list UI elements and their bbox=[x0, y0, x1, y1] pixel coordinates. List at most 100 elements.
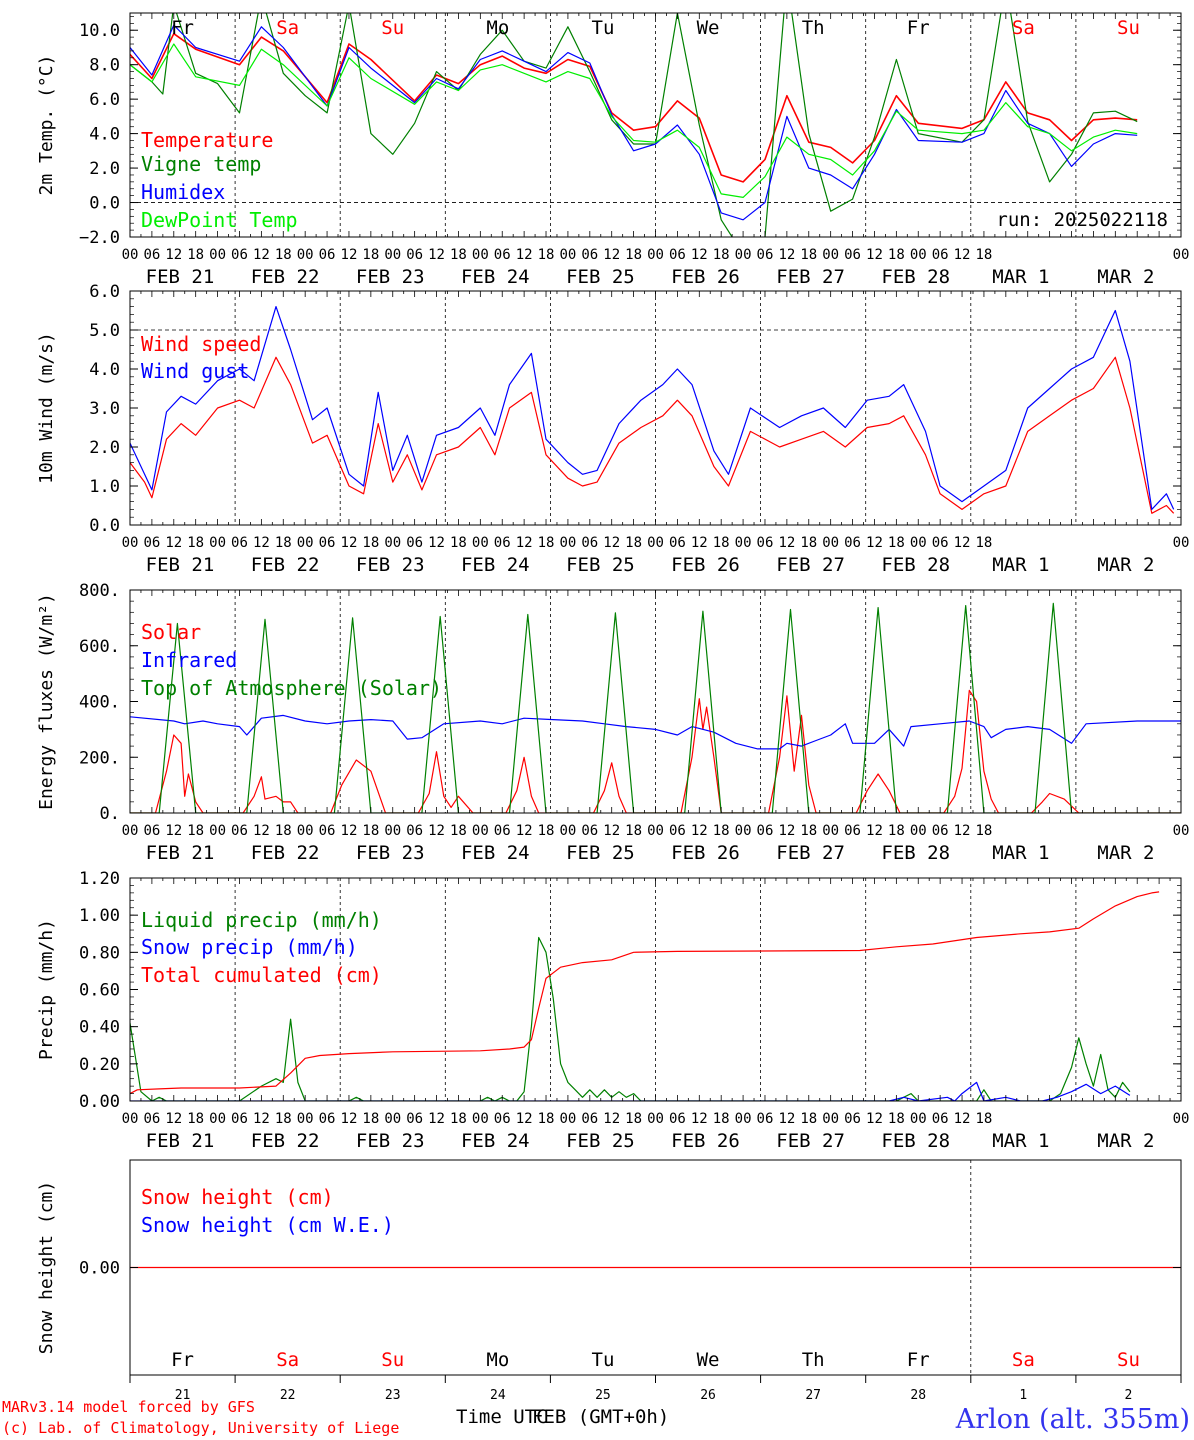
hour-label: 06 bbox=[143, 247, 160, 263]
hour-label: 18 bbox=[625, 1111, 642, 1127]
hour-label: 06 bbox=[932, 1111, 949, 1127]
y-tick-label: 0.60 bbox=[79, 981, 120, 1001]
hour-label: 00 bbox=[297, 1111, 314, 1127]
y-tick-label: 0.40 bbox=[79, 1018, 120, 1038]
hour-label: 12 bbox=[253, 535, 270, 551]
y-axis-title: Energy fluxes (W/m²) bbox=[36, 593, 57, 810]
y-tick-label: 5.0 bbox=[89, 321, 120, 341]
hour-label: 12 bbox=[253, 823, 270, 839]
y-tick-label: 800. bbox=[79, 581, 120, 601]
hour-label: 18 bbox=[362, 1111, 379, 1127]
hour-label: 18 bbox=[625, 823, 642, 839]
day-number-label: 23 bbox=[385, 1388, 401, 1403]
hour-label: 00 bbox=[910, 535, 927, 551]
day-name-label: We bbox=[697, 17, 720, 39]
day-name-label: Fr bbox=[907, 1349, 930, 1371]
hour-label: 06 bbox=[319, 247, 336, 263]
hour-label: 12 bbox=[954, 535, 971, 551]
date-label: FEB 22 bbox=[251, 554, 320, 576]
date-label: FEB 21 bbox=[146, 842, 215, 864]
hour-label: 18 bbox=[625, 247, 642, 263]
hour-label: 00 bbox=[297, 247, 314, 263]
hour-label: 12 bbox=[165, 1111, 182, 1127]
date-label: MAR 1 bbox=[992, 1130, 1049, 1152]
hour-label: 12 bbox=[691, 535, 708, 551]
series-line-top-of-atmosphere-solar- bbox=[130, 602, 1181, 813]
hour-label: 12 bbox=[603, 247, 620, 263]
date-label: FEB 23 bbox=[356, 266, 425, 288]
hour-label: 18 bbox=[538, 535, 555, 551]
y-tick-label: −2.0 bbox=[79, 228, 120, 248]
hour-label: 12 bbox=[253, 1111, 270, 1127]
series-line-wind-gust bbox=[130, 306, 1175, 510]
legend-entry: Humidex bbox=[141, 180, 225, 204]
hour-label: 12 bbox=[778, 247, 795, 263]
hour-label: 00 bbox=[1173, 823, 1190, 839]
y-tick-label: 0.00 bbox=[79, 1259, 120, 1279]
hour-label: 18 bbox=[713, 535, 730, 551]
hour-label: 18 bbox=[538, 1111, 555, 1127]
hour-label: 00 bbox=[647, 535, 664, 551]
y-tick-label: 6.0 bbox=[89, 282, 120, 302]
legend-entry: Solar bbox=[141, 620, 201, 644]
hour-label: 12 bbox=[954, 1111, 971, 1127]
hour-label: 18 bbox=[450, 1111, 467, 1127]
legend-entry: DewPoint Temp bbox=[141, 208, 298, 232]
y-tick-label: 4.0 bbox=[89, 125, 120, 145]
day-number-label: 26 bbox=[700, 1388, 716, 1403]
date-label: FEB 26 bbox=[671, 842, 740, 864]
plot-frame bbox=[129, 589, 1182, 814]
hour-label: 00 bbox=[735, 247, 752, 263]
hour-label: 12 bbox=[603, 1111, 620, 1127]
day-number-label: 2 bbox=[1125, 1388, 1133, 1403]
hour-label: 00 bbox=[647, 1111, 664, 1127]
day-name-label: Fr bbox=[171, 1349, 194, 1371]
hour-label: 06 bbox=[844, 535, 861, 551]
y-tick-label: 0.0 bbox=[89, 516, 120, 536]
day-name-label: Tu bbox=[592, 1349, 615, 1371]
date-label: FEB 25 bbox=[566, 554, 635, 576]
date-label: FEB 23 bbox=[356, 554, 425, 576]
hour-label: 12 bbox=[428, 823, 445, 839]
day-number-label: 24 bbox=[490, 1388, 506, 1403]
day-name-label: Su bbox=[1117, 17, 1140, 39]
y-tick-label: 6.0 bbox=[89, 90, 120, 110]
hour-label: 12 bbox=[866, 1111, 883, 1127]
series-line-total-cumulated-cm- bbox=[130, 891, 1160, 1095]
hour-label: 06 bbox=[669, 1111, 686, 1127]
hour-label: 00 bbox=[384, 535, 401, 551]
y-tick-label: 600. bbox=[79, 637, 120, 657]
hour-label: 06 bbox=[932, 535, 949, 551]
hour-label: 06 bbox=[406, 247, 423, 263]
day-name-label: Sa bbox=[276, 17, 299, 39]
hour-label: 18 bbox=[888, 823, 905, 839]
hour-label: 12 bbox=[866, 823, 883, 839]
legend-entry: Wind speed bbox=[141, 332, 261, 356]
footer-lab: (c) Lab. of Climatology, University of L… bbox=[2, 1419, 399, 1437]
y-tick-label: 0.80 bbox=[79, 943, 120, 963]
series-line-humidex bbox=[130, 24, 1138, 221]
hour-label: 00 bbox=[209, 1111, 226, 1127]
hour-label: 12 bbox=[778, 1111, 795, 1127]
hour-label: 18 bbox=[187, 1111, 204, 1127]
hour-label: 12 bbox=[691, 823, 708, 839]
hour-label: 00 bbox=[209, 823, 226, 839]
hour-label: 18 bbox=[713, 1111, 730, 1127]
legend-entry: Temperature bbox=[141, 128, 273, 152]
hour-label: 18 bbox=[976, 247, 993, 263]
day-name-label: Mo bbox=[486, 1349, 509, 1371]
hour-label: 18 bbox=[888, 247, 905, 263]
date-label: FEB 25 bbox=[566, 842, 635, 864]
y-tick-label: 2.0 bbox=[89, 438, 120, 458]
date-label: MAR 1 bbox=[992, 554, 1049, 576]
hour-label: 12 bbox=[691, 1111, 708, 1127]
date-label: FEB 22 bbox=[251, 266, 320, 288]
hour-label: 00 bbox=[735, 823, 752, 839]
day-name-label: Sa bbox=[1012, 1349, 1035, 1371]
date-label: FEB 27 bbox=[776, 1130, 845, 1152]
date-label: FEB 26 bbox=[671, 554, 740, 576]
hour-label: 06 bbox=[757, 535, 774, 551]
hour-label: 12 bbox=[165, 535, 182, 551]
day-name-label: Tu bbox=[592, 17, 615, 39]
hour-label: 00 bbox=[559, 823, 576, 839]
